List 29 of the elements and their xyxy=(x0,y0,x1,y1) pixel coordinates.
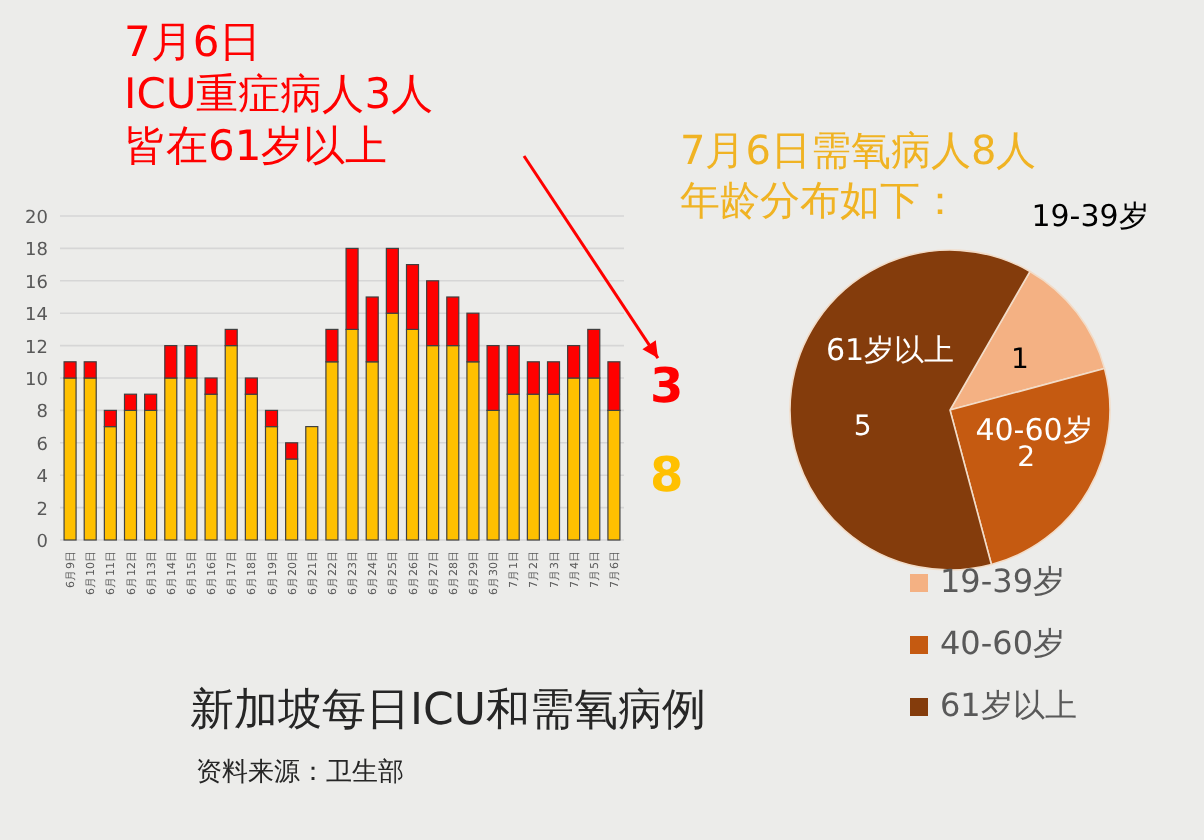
text: ICU重症病人3人 xyxy=(124,70,434,118)
chart-title: 7月6日需氧病人8人年龄分布如下： xyxy=(680,126,1037,224)
y-tick-label: 6 xyxy=(36,435,49,456)
slice-label: 40-60岁 xyxy=(975,412,1093,448)
text: 皆在61岁以上 xyxy=(124,122,388,170)
data-label: 2 xyxy=(1017,442,1036,474)
y-tick-label: 20 xyxy=(25,209,49,229)
y-tick-label: 10 xyxy=(25,371,49,391)
slice-label: 19-39岁 xyxy=(1031,198,1149,234)
annotation: 3 xyxy=(649,358,684,415)
text: 资料来源：卫生部 xyxy=(196,758,404,788)
slice-label: 61岁以上 xyxy=(825,332,955,368)
text: 7月6日 xyxy=(124,18,262,66)
y-tick-label: 8 xyxy=(36,403,49,424)
y-tick-label: 0 xyxy=(36,533,49,553)
y-tick-label: 12 xyxy=(25,338,48,359)
data-label: 5 xyxy=(853,410,872,443)
legend-label: 61岁以上 xyxy=(940,686,1077,724)
data-label: 1 xyxy=(1010,344,1029,377)
y-tick-label: 4 xyxy=(36,468,49,489)
annotation: 8 xyxy=(649,447,684,504)
legend-label: 19-39岁 xyxy=(940,562,1065,600)
y-tick-label: 14 xyxy=(25,306,49,327)
bar xyxy=(305,426,319,541)
y-tick-label: 18 xyxy=(25,241,49,262)
text: 新加坡每日ICU和需氧病例 xyxy=(190,686,706,736)
y-tick-label: 2 xyxy=(36,500,48,521)
legend-label: 40-60岁 xyxy=(940,624,1065,662)
y-tick-label: 16 xyxy=(25,273,49,294)
